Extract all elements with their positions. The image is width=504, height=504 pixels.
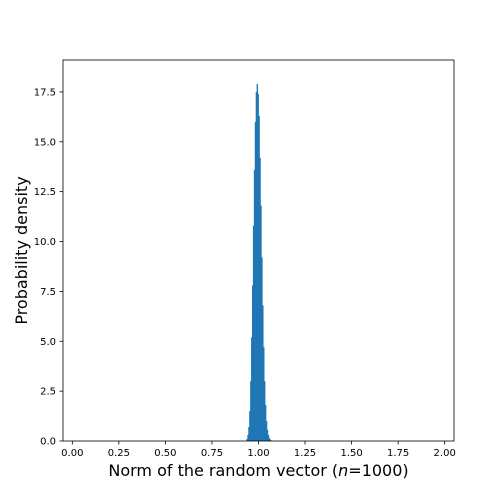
x-tick-label: 2.00 bbox=[434, 448, 456, 459]
y-tick-label: 10.0 bbox=[34, 237, 56, 248]
y-tick-label: 15.0 bbox=[34, 137, 56, 148]
x-axis-ticks: 0.00 0.25 0.50 0.75 1.00 1.25 1.50 1.75 2.00 bbox=[61, 441, 456, 459]
histogram-bar bbox=[250, 381, 252, 441]
histogram-bar bbox=[251, 337, 253, 441]
y-tick-label: 17.5 bbox=[34, 87, 56, 98]
histogram-bar bbox=[268, 438, 271, 441]
histogram-bars bbox=[246, 83, 272, 442]
y-tick-label: 12.5 bbox=[34, 187, 56, 198]
histogram-bar bbox=[248, 427, 250, 441]
histogram-bar bbox=[267, 435, 270, 441]
y-axis-ticks: 0.0 2.5 5.0 7.5 10.0 12.5 15.0 17.5 bbox=[34, 87, 63, 448]
y-tick-label: 7.5 bbox=[40, 287, 56, 298]
histogram-bar bbox=[260, 205, 262, 441]
histogram-bar bbox=[261, 257, 263, 441]
histogram-bar bbox=[266, 430, 269, 441]
x-tick-label: 0.50 bbox=[154, 448, 176, 459]
histogram-bar bbox=[249, 411, 251, 441]
y-tick-label: 2.5 bbox=[40, 387, 56, 398]
x-tick-label: 1.50 bbox=[340, 448, 362, 459]
histogram-bar bbox=[256, 83, 258, 441]
x-tick-label: 0.75 bbox=[201, 448, 223, 459]
histogram-bar bbox=[258, 115, 260, 441]
y-tick-label: 0.0 bbox=[40, 437, 56, 448]
histogram-bar bbox=[265, 405, 267, 441]
histogram-bar bbox=[255, 91, 258, 442]
x-tick-label: 1.25 bbox=[294, 448, 316, 459]
x-axis-label-prefix: Norm of the random vector ( bbox=[108, 461, 338, 480]
x-axis-label-suffix: =1000) bbox=[348, 461, 408, 480]
y-tick-label: 5.0 bbox=[40, 337, 56, 348]
y-axis-label: Probability density bbox=[12, 176, 31, 324]
histogram-bar bbox=[259, 157, 261, 442]
histogram-bar bbox=[265, 421, 268, 441]
histogram-bar bbox=[264, 381, 266, 441]
x-tick-label: 0.00 bbox=[61, 448, 83, 459]
x-axis-label-variable: n bbox=[338, 461, 348, 480]
histogram-bar bbox=[252, 225, 255, 441]
histogram-bar bbox=[254, 121, 257, 441]
histogram-bar bbox=[262, 305, 264, 441]
x-tick-label: 0.25 bbox=[108, 448, 130, 459]
histogram-bar bbox=[263, 347, 265, 441]
histogram-bar bbox=[253, 169, 256, 441]
histogram-bar bbox=[257, 93, 259, 441]
histogram-bar bbox=[246, 439, 248, 441]
histogram-bar bbox=[269, 439, 271, 441]
histogram-bar bbox=[247, 435, 249, 441]
x-tick-label: 1.75 bbox=[387, 448, 409, 459]
x-tick-label: 1.00 bbox=[247, 448, 269, 459]
x-axis-label: Norm of the random vector (n=1000) bbox=[108, 461, 408, 480]
histogram-bar bbox=[251, 285, 254, 441]
